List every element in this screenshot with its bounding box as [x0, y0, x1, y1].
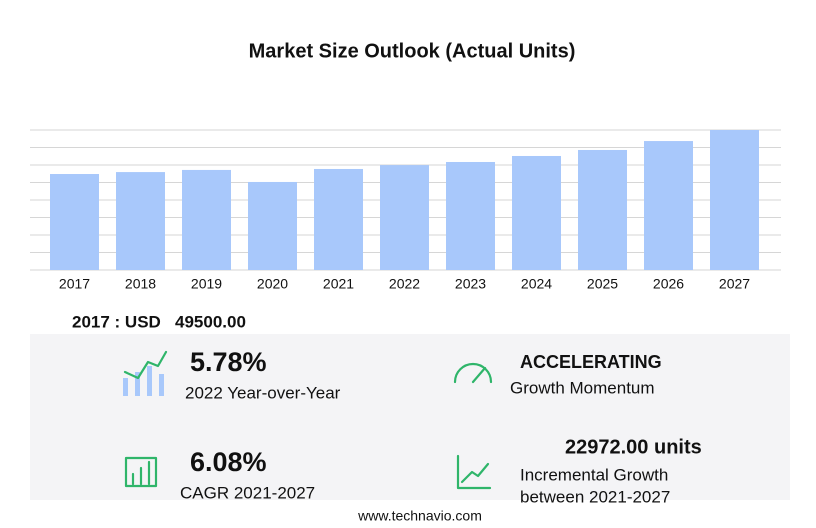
bar [512, 155, 561, 270]
bar [644, 141, 693, 270]
x-tick-label: 2019 [191, 276, 222, 292]
chart-title: Market Size Outlook (Actual Units) [249, 40, 576, 62]
bar [116, 172, 165, 270]
stat-label: Incremental Growth [520, 465, 668, 484]
bar [710, 130, 759, 270]
trend-icon [123, 350, 168, 396]
x-tick-label: 2027 [719, 276, 750, 292]
x-tick-label: 2023 [455, 276, 486, 292]
footer: www.technavio.com [357, 508, 482, 524]
stat-label: Growth Momentum [510, 378, 655, 397]
stat-value: 5.78% [190, 347, 267, 377]
x-tick-label: 2022 [389, 276, 420, 292]
stat-label: 2022 Year-over-Year [185, 383, 341, 402]
stat-value: ACCELERATING [520, 352, 662, 372]
stat-value: 22972.00 units [565, 436, 702, 458]
bars-icon [124, 456, 158, 488]
bar [446, 161, 495, 270]
x-tick-label: 2026 [653, 276, 684, 292]
x-tick-label: 2020 [257, 276, 288, 292]
bar [578, 149, 627, 270]
stat-value: 6.08% [190, 447, 267, 477]
x-tick-label: 2021 [323, 276, 354, 292]
highlight-value: 49500.00 [175, 312, 246, 331]
bar [182, 169, 231, 270]
stats-panel [30, 334, 790, 500]
bar [380, 165, 429, 270]
x-tick-label: 2017 [59, 276, 90, 292]
bar [50, 174, 99, 270]
stat-label: between 2021-2027 [520, 487, 670, 506]
stat-label: CAGR 2021-2027 [180, 483, 315, 502]
bar [248, 181, 297, 270]
growth-icon [456, 454, 492, 490]
x-tick-label: 2018 [125, 276, 156, 292]
x-tick-label: 2025 [587, 276, 618, 292]
bar [314, 168, 363, 270]
gauge-icon [453, 362, 493, 384]
highlight-label: 2017 : USD [72, 312, 161, 331]
x-tick-label: 2024 [521, 276, 552, 292]
